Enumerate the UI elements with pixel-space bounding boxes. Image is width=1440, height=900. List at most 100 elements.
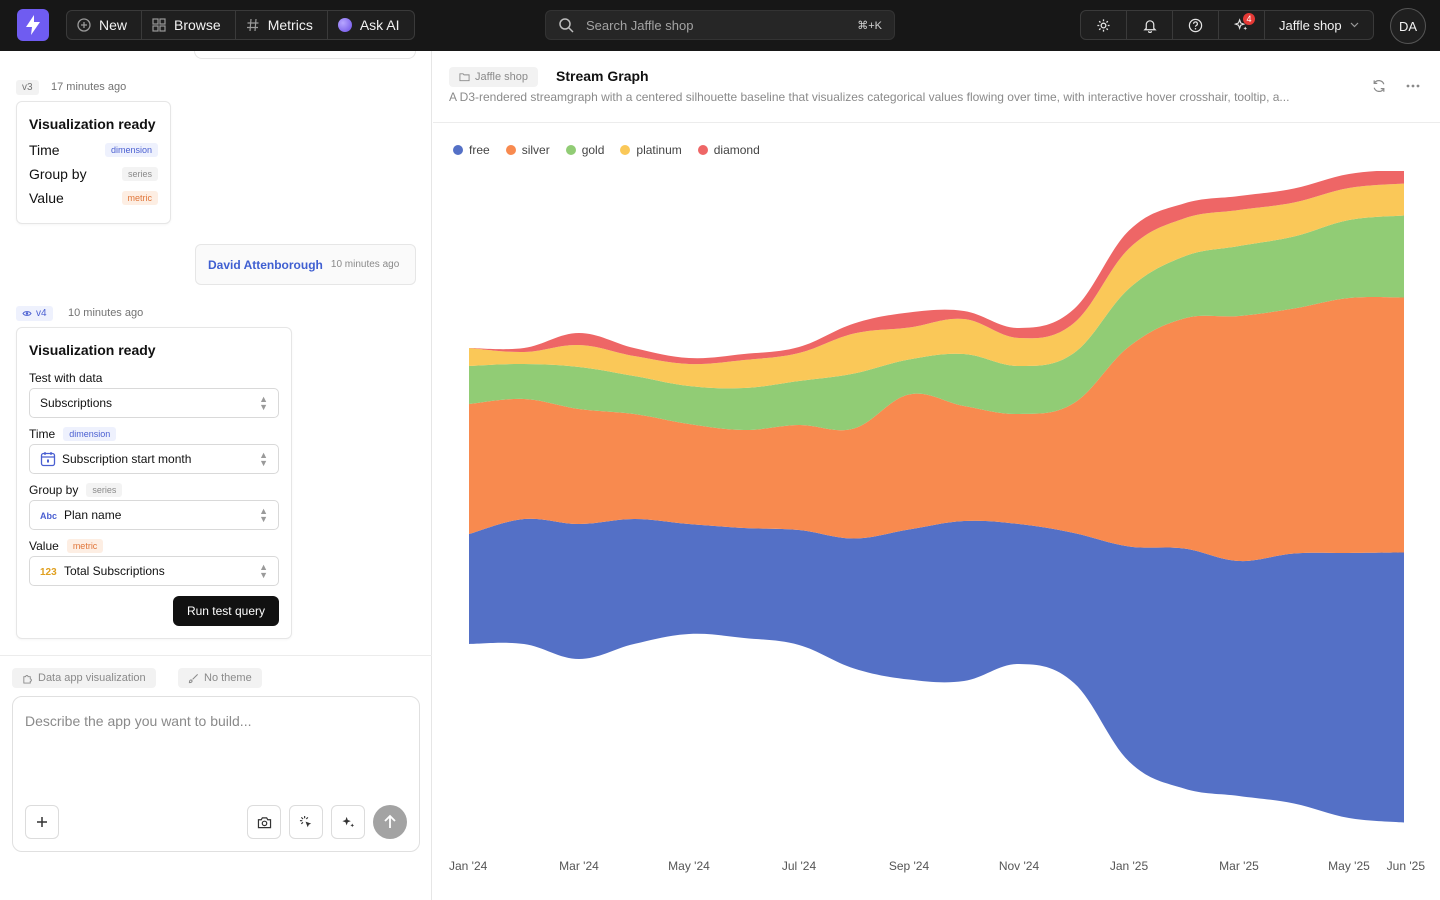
test-data-select[interactable]: Subscriptions ▲ ▼	[29, 388, 279, 418]
series-tag: series	[121, 167, 158, 181]
legend-swatch	[565, 145, 576, 155]
stream-graph[interactable]: Jan '24 Mar '24 May '24 Jul '24 Sep '24 Nov '…	[433, 171, 1440, 900]
select-value: Subscription start month	[62, 452, 192, 466]
notifications-button[interactable]	[1127, 11, 1173, 39]
calendar-icon	[40, 452, 56, 467]
panel-divider	[0, 655, 432, 656]
legend-label: silver	[521, 143, 550, 157]
puzzle-icon	[23, 674, 32, 684]
metric-tag: metric	[66, 539, 104, 553]
brush-icon	[188, 673, 198, 683]
prompt-composer[interactable]: Describe the app you want to build...	[12, 696, 420, 852]
field-label-text: Test with data	[29, 371, 103, 385]
metric-tag: metric	[121, 191, 158, 205]
visualization-panel: Jaffle shop Stream Graph A D3-rendered s…	[433, 51, 1440, 900]
ai-enhance-button[interactable]	[331, 805, 365, 839]
nav-ask-ai-label: Ask AI	[359, 17, 400, 33]
select-value: Total Subscriptions	[64, 564, 165, 578]
legend-swatch	[453, 145, 463, 155]
value-select[interactable]: 123 Total Subscriptions ▲ ▼	[29, 556, 279, 586]
search-icon	[559, 18, 574, 33]
stream-layer-platinum[interactable]	[469, 183, 1404, 389]
version-label: v4	[36, 308, 47, 319]
search-input[interactable]: Search Jaffle shop ⌘+K	[545, 10, 895, 40]
app-logo[interactable]	[17, 9, 49, 41]
user-message: David Attenborough 10 minutes ago	[195, 244, 416, 285]
plus-circle-icon	[77, 18, 91, 32]
nav-ask-ai-button[interactable]: Ask AI	[328, 11, 414, 39]
time-field-label: Time dimension	[29, 427, 279, 441]
card-row-time: Time dimension	[29, 142, 158, 158]
group-by-field-label: Group by series	[29, 483, 279, 497]
stream-layer-silver[interactable]	[469, 296, 1404, 562]
refresh-button[interactable]	[1370, 77, 1388, 95]
send-button[interactable]	[373, 805, 407, 839]
ai-updates-button[interactable]: 4	[1219, 11, 1265, 39]
ai-orb-icon	[337, 18, 352, 32]
arrow-up-icon	[384, 814, 396, 828]
camera-icon	[257, 816, 271, 828]
card-row-value: Value metric	[29, 190, 158, 206]
x-tick-label: Nov '24	[999, 859, 1040, 873]
message-author[interactable]: David Attenborough	[208, 257, 323, 272]
x-tick-label: Mar '25	[1219, 859, 1259, 873]
select-element-button[interactable]	[289, 805, 323, 839]
text-type-icon: Abc	[40, 511, 57, 521]
version-tag-v4[interactable]: v4	[16, 306, 53, 321]
previous-card-edge	[194, 51, 416, 59]
run-test-query-button[interactable]: Run test query	[172, 596, 279, 626]
folder-icon	[459, 73, 470, 82]
version-tag-v3[interactable]: v3	[16, 80, 39, 95]
nav-browse-button[interactable]: Browse	[142, 11, 236, 39]
gear-icon	[1097, 18, 1110, 32]
field-label-text: Value	[29, 539, 59, 553]
visualization-card-v3[interactable]: Visualization ready Time dimension Group…	[16, 101, 171, 224]
screenshot-button[interactable]	[247, 805, 281, 839]
search-shortcut: ⌘+K	[857, 19, 882, 32]
nav-metrics-label: Metrics	[267, 17, 313, 33]
stream-layer-diamond[interactable]	[469, 171, 1404, 365]
add-attachment-button[interactable]	[25, 805, 59, 839]
group-by-select[interactable]: Abc Plan name ▲ ▼	[29, 500, 279, 530]
legend-item-diamond[interactable]: diamond	[697, 143, 760, 157]
x-tick-label: Jan '25	[1110, 859, 1149, 873]
more-horizontal-icon	[1406, 84, 1420, 88]
settings-button[interactable]	[1081, 11, 1127, 39]
nav-new-button[interactable]: New	[67, 11, 143, 39]
org-selector[interactable]: Jaffle shop	[1265, 11, 1373, 39]
nav-metrics-button[interactable]: Metrics	[236, 11, 328, 39]
row-label: Value	[29, 190, 64, 206]
folder-breadcrumb[interactable]: Jaffle shop	[449, 67, 539, 87]
top-bar: New Browse Metrics Ask AI Search Jaffle …	[0, 0, 1440, 51]
more-options-button[interactable]	[1404, 77, 1422, 95]
legend-item-silver[interactable]: silver	[505, 143, 550, 157]
visualization-card-v4: Visualization ready Test with data Subsc…	[16, 327, 292, 639]
dimension-tag: dimension	[63, 427, 117, 441]
org-name: Jaffle shop	[1279, 17, 1342, 33]
legend-swatch	[697, 145, 708, 155]
chevron-up-down-icon: ▲ ▼	[259, 394, 268, 412]
x-tick-label: Sep '24	[889, 859, 930, 873]
field-label-text: Group by	[29, 483, 79, 497]
conversation-panel: v3 17 minutes ago Visualization ready Ti…	[0, 51, 432, 900]
chevron-up-down-icon: ▲ ▼	[259, 562, 268, 580]
main-nav: New Browse Metrics Ask AI	[66, 10, 415, 40]
time-select[interactable]: Subscription start month ▲ ▼	[29, 444, 279, 474]
sparkle-icon	[1234, 17, 1248, 30]
help-button[interactable]	[1173, 11, 1219, 39]
row-label: Group by	[29, 166, 87, 182]
app-type-chip[interactable]: Data app visualization	[12, 668, 156, 688]
x-tick-label: May '25	[1328, 859, 1370, 873]
search-placeholder: Search Jaffle shop	[586, 17, 694, 33]
select-value: Plan name	[64, 508, 122, 522]
stream-layer-free[interactable]	[469, 518, 1404, 823]
stream-layer-gold[interactable]	[469, 215, 1404, 431]
legend-item-platinum[interactable]: platinum	[620, 143, 682, 157]
legend-item-free[interactable]: free	[453, 143, 490, 157]
version-time-v3: 17 minutes ago	[51, 81, 127, 93]
x-tick-label: Jun '25	[1387, 859, 1426, 873]
legend-item-gold[interactable]: gold	[565, 143, 604, 157]
user-avatar[interactable]: DA	[1390, 8, 1426, 44]
theme-chip[interactable]: No theme	[178, 668, 262, 688]
notification-badge: 4	[1243, 13, 1255, 25]
